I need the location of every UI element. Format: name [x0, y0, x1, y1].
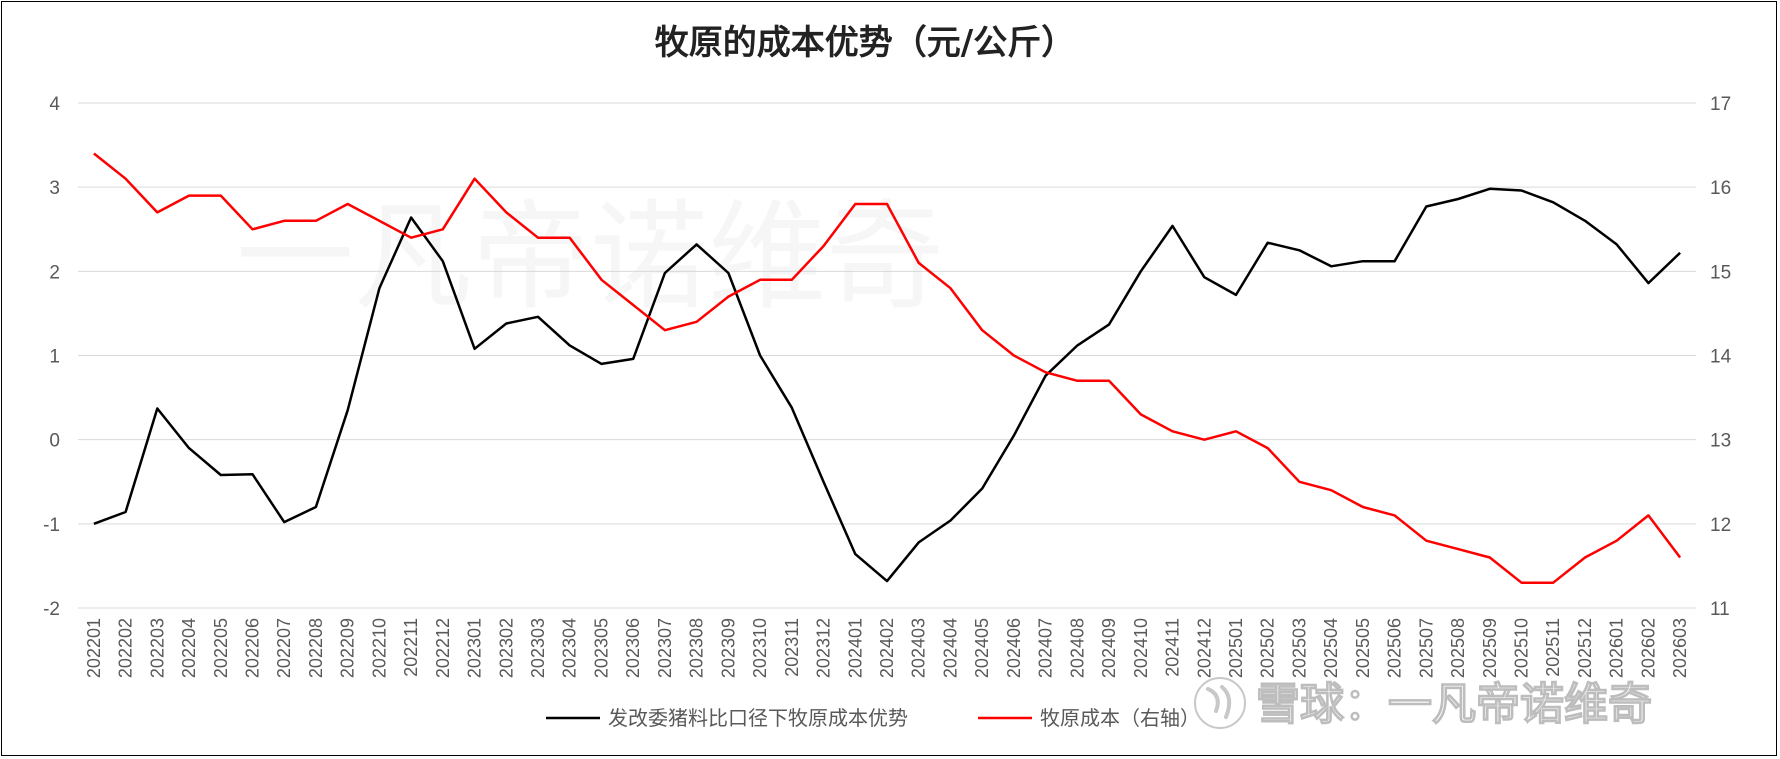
x-axis-tick-label: 202512: [1575, 618, 1595, 678]
x-axis-tick-label: 202601: [1607, 618, 1627, 678]
x-axis-tick-label: 202508: [1448, 618, 1468, 678]
x-axis-tick-label: 202303: [528, 618, 548, 678]
x-axis-tick-label: 202509: [1480, 618, 1500, 678]
x-axis-tick-label: 202501: [1226, 618, 1246, 678]
right-axis-tick-label: 15: [1710, 262, 1731, 283]
brand-watermark: 雪球：一凡帝诺维奇: [1194, 677, 1653, 731]
x-axis-tick-label: 202211: [401, 618, 421, 677]
x-axis-tick-label: 202408: [1067, 618, 1087, 678]
x-axis-tick-label: 202402: [877, 618, 897, 678]
gridlines: [78, 102, 1696, 609]
x-axis-tick-label: 202410: [1131, 618, 1151, 678]
x-axis-tick-label: 202307: [655, 618, 675, 678]
x-axis-tick-label: 202209: [338, 618, 358, 678]
x-axis-tick-label: 202407: [1036, 618, 1056, 678]
x-axis-tick-label: 202510: [1512, 618, 1532, 678]
right-axis-tick-label: 14: [1710, 347, 1732, 368]
x-axis-tick-label: 202301: [465, 618, 485, 678]
series-layer: [93, 152, 1682, 584]
snowball-logo-icon: [1194, 677, 1246, 729]
x-axis-tick-label: 202504: [1321, 618, 1341, 678]
x-axis-tick-label: 202409: [1099, 618, 1119, 678]
left-axis-tick-label: 2: [49, 262, 60, 283]
x-axis-tick-label: 202205: [211, 618, 231, 678]
x-axis-tick-label: 202411: [1163, 618, 1183, 677]
x-axis-tick-label: 202502: [1258, 618, 1278, 678]
right-axis-tick-label: 17: [1710, 94, 1731, 115]
x-axis-tick-label: 202206: [242, 618, 262, 678]
x-axis-tick-label: 202212: [433, 618, 453, 678]
left-axis-tick-label: -1: [43, 515, 60, 536]
left-axis-tick-label: 4: [49, 94, 60, 115]
x-axis-tick-label: 202403: [909, 618, 929, 678]
x-axis-tick-label: 202412: [1194, 618, 1214, 678]
x-axis-tick-label: 202310: [750, 618, 770, 678]
x-axis-tick-label: 202302: [496, 618, 516, 678]
x-axis-tick-label: 202208: [306, 618, 326, 678]
left-axis-tick-label: 3: [49, 178, 60, 199]
x-axis-tick-label: 202602: [1638, 618, 1658, 678]
series-line-muyuan-cost: [93, 152, 1682, 584]
legend-label-muyuan-cost: 牧原成本（右轴）: [1040, 706, 1200, 730]
x-axis-tick-label: 202405: [972, 618, 992, 678]
x-axis-tick-label: 202511: [1543, 618, 1563, 677]
brand-text: 雪球：一凡帝诺维奇: [1256, 679, 1652, 730]
x-axis-tick-label: 202406: [1004, 618, 1024, 678]
watermark: 一凡帝诺维奇: [236, 188, 944, 326]
x-axis-tick-label: 202309: [718, 618, 738, 678]
left-axis-tick-label: 0: [49, 431, 60, 452]
legend: 发改委猪料比口径下牧原成本优势 牧原成本（右轴）: [546, 706, 1200, 730]
x-axis-tick-label: 202210: [369, 618, 389, 678]
series-line-cost-advantage: [93, 187, 1681, 583]
x-axis-tick-label: 202308: [687, 618, 707, 678]
x-axis-tick-label: 202506: [1385, 618, 1405, 678]
x-axis-tick-label: 202401: [845, 618, 865, 678]
x-axis-tick-label: 202311: [782, 618, 802, 677]
x-axis-tick-label: 202305: [591, 618, 611, 678]
x-axis-tick-label: 202312: [814, 618, 834, 678]
right-axis-tick-label: 16: [1710, 178, 1731, 199]
chart-title: 牧原的成本优势（元/公斤）: [655, 23, 1075, 63]
x-axis-tick-label: 202404: [940, 618, 960, 678]
left-axis-tick-label: 1: [49, 347, 60, 368]
right-axis-tick-label: 11: [1710, 599, 1730, 620]
right-axis-tick-label: 12: [1710, 515, 1731, 536]
x-axis-tick-label: 202204: [179, 618, 199, 678]
x-axis-tick-label: 202203: [147, 618, 167, 678]
x-axis-tick-label: 202201: [84, 618, 104, 678]
right-axis-ticks: 11 12 13 14 15 16 17: [1710, 94, 1732, 620]
x-axis-ticks: 202201 202202 202203 202204 202205 202206 2022…: [84, 618, 1690, 678]
x-axis-tick-label: 202505: [1353, 618, 1373, 678]
x-axis-tick-label: 202507: [1416, 618, 1436, 678]
x-axis-tick-label: 202207: [274, 618, 294, 678]
left-axis-ticks: -2 -1 0 1 2 3 4: [43, 94, 60, 620]
x-axis-tick-label: 202503: [1289, 618, 1309, 678]
x-axis-tick-label: 202304: [560, 618, 580, 678]
x-axis-tick-label: 202603: [1670, 618, 1690, 678]
x-axis-tick-label: 202202: [116, 618, 136, 678]
right-axis-tick-label: 13: [1710, 431, 1731, 452]
x-axis-tick-label: 202306: [623, 618, 643, 678]
left-axis-tick-label: -2: [43, 599, 60, 620]
legend-label-cost-advantage: 发改委猪料比口径下牧原成本优势: [608, 706, 908, 730]
